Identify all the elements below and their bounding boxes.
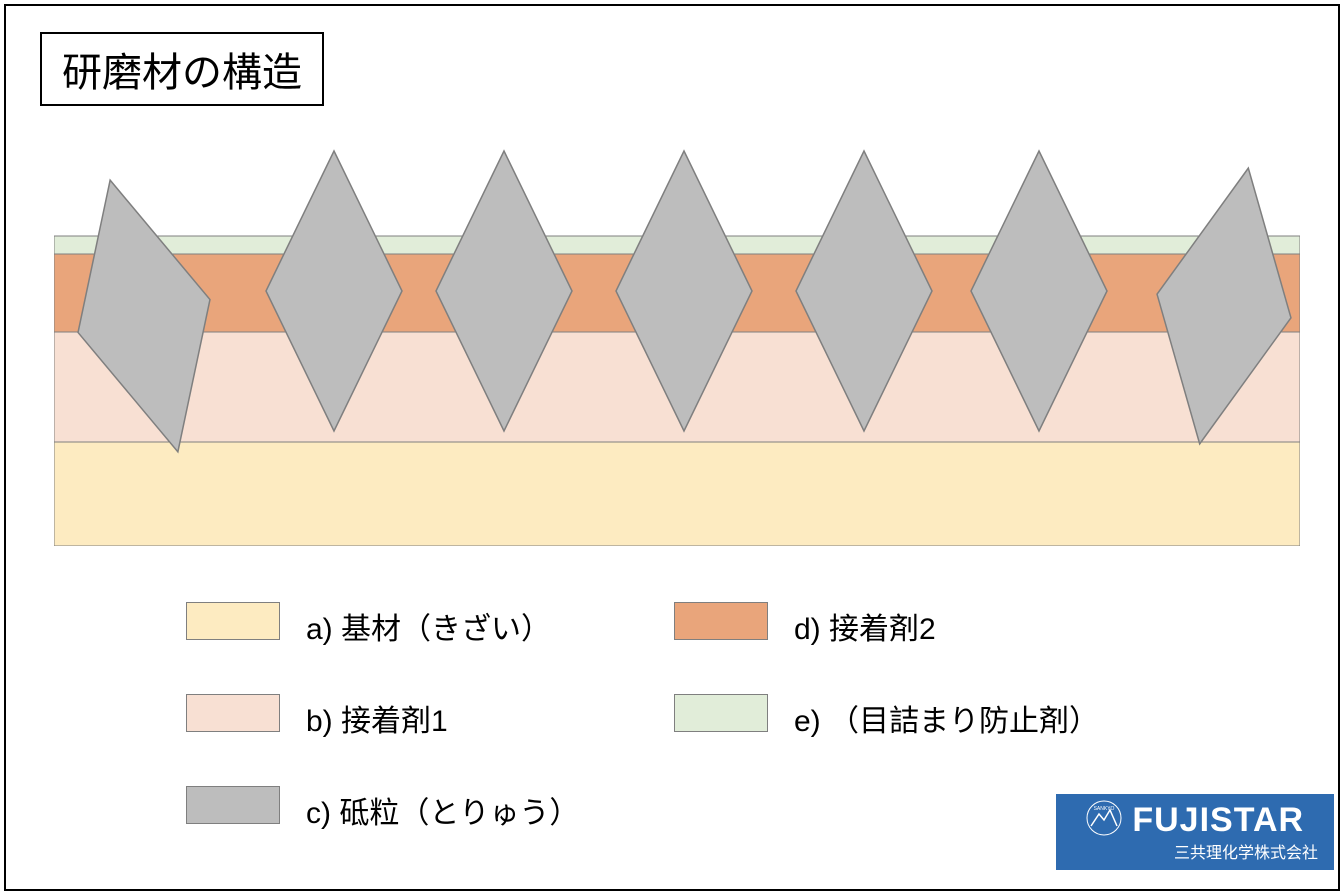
logo-badge-text: SANKYO xyxy=(1093,806,1114,812)
legend-label: b) 接着剤1 xyxy=(306,696,448,740)
legend-label: d) 接着剤2 xyxy=(794,604,936,648)
legend-label: e) （目詰まり防止剤） xyxy=(794,696,1099,740)
legend-swatch xyxy=(186,602,280,640)
abrasive-structure-diagram xyxy=(54,136,1300,546)
legend-label: c) 砥粒（とりゅう） xyxy=(306,788,579,832)
fujistar-logo: SANKYO FUJISTAR 三共理化学株式会社 xyxy=(1056,794,1334,870)
logo-main-text: FUJISTAR xyxy=(1132,801,1304,840)
fujistar-logo-icon: SANKYO xyxy=(1086,800,1122,841)
legend-swatch xyxy=(186,694,280,732)
legend-swatch xyxy=(674,602,768,640)
legend-swatch xyxy=(186,786,280,824)
legend-label: a) 基材（きざい） xyxy=(306,604,551,648)
diagram-title: 研磨材の構造 xyxy=(40,32,324,106)
outer-frame: 研磨材の構造 SANKYO FUJISTAR 三共理化学株式会社 a) 基材（き… xyxy=(4,4,1340,891)
logo-sub-text: 三共理化学株式会社 xyxy=(1066,839,1324,863)
legend-swatch xyxy=(674,694,768,732)
layer-a xyxy=(54,442,1300,546)
